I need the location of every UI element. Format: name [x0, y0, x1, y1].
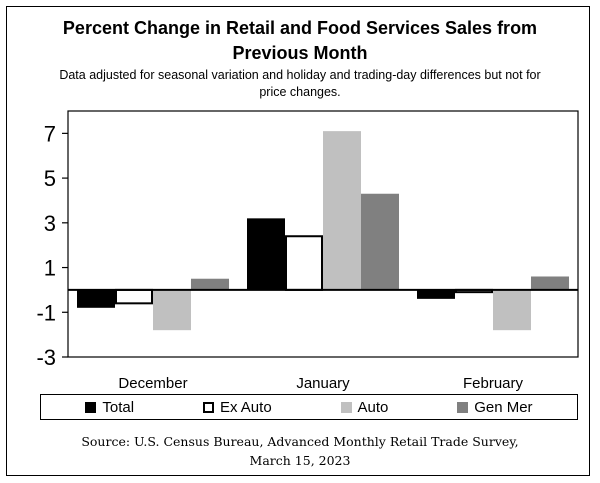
x-category-label-december: December: [118, 375, 187, 392]
bar-auto-december: [153, 289, 191, 331]
y-tick-label-3: 3: [44, 211, 56, 236]
legend-label-total: Total: [102, 398, 135, 416]
x-category-label-january: January: [296, 375, 350, 392]
chart-title: Percent Change in Retail and Food Servic…: [0, 16, 600, 66]
bar-ex-auto-january: [285, 235, 323, 291]
chart-subtitle: Data adjusted for seasonal variation and…: [0, 67, 600, 101]
y-tick-label-2: 1: [44, 256, 56, 281]
bar-total-december: [77, 289, 115, 308]
bar-auto-january: [323, 131, 361, 290]
chart-subtitle-line-2: price changes.: [259, 85, 341, 99]
legend-item-ex-auto: Ex Auto: [202, 398, 272, 416]
legend-swatch-ex-auto: [202, 401, 214, 413]
legend-swatch-gen-mer: [457, 401, 469, 413]
legend-item-total: Total: [85, 399, 134, 416]
chart-source-line-2: March 15, 2023: [249, 453, 351, 468]
chart-frame: [6, 6, 590, 476]
x-category-label-february: February: [463, 375, 524, 392]
chart-title-line-2: Previous Month: [232, 43, 368, 63]
chart-source-line-1: Source: U.S. Census Bureau, Advanced Mon…: [81, 434, 519, 449]
chart-subtitle-line-1: Data adjusted for seasonal variation and…: [59, 68, 541, 82]
legend-item-gen-mer: Gen Mer: [457, 398, 533, 416]
bar-ex-auto-december: [115, 288, 153, 305]
bar-gen-mer-december: [191, 278, 229, 290]
legend-label-ex-auto: Ex Auto: [219, 398, 272, 416]
bar-auto-february: [493, 289, 531, 331]
y-tick-label-0: -3: [36, 345, 56, 370]
legend-swatch-auto: [340, 401, 352, 413]
plot-area: [67, 110, 579, 358]
y-tick-label-5: 7: [44, 121, 56, 146]
legend-swatch-total: [85, 401, 97, 413]
chart-source: Source: U.S. Census Bureau, Advanced Mon…: [0, 432, 600, 470]
bar-total-february: [417, 289, 455, 299]
legend-label-gen-mer: Gen Mer: [474, 398, 533, 416]
y-tick-label-4: 5: [44, 166, 56, 191]
bar-gen-mer-february: [531, 276, 569, 290]
bar-total-january: [247, 218, 285, 290]
legend-label-auto: Auto: [357, 398, 389, 416]
legend-item-auto: Auto: [340, 398, 389, 416]
bar-gen-mer-january: [361, 193, 399, 290]
chart-title-line-1: Percent Change in Retail and Food Servic…: [62, 18, 538, 38]
legend: Total Ex Auto Auto Gen Mer: [40, 394, 578, 420]
y-tick-label-1: -1: [36, 300, 56, 325]
